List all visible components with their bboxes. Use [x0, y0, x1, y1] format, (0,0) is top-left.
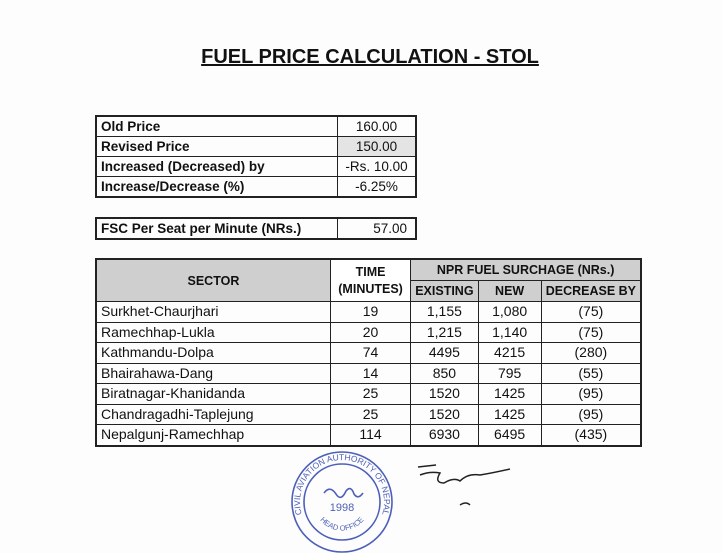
- new-cell: 1,080: [477, 301, 542, 323]
- table-row: Kathmandu-Dolpa 74 4495 4215 (280): [95, 342, 642, 364]
- existing-cell: 1520: [410, 383, 479, 405]
- price-label: Increased (Decreased) by: [95, 156, 338, 177]
- new-cell: 1425: [477, 403, 542, 425]
- existing-cell: 6930: [410, 424, 479, 446]
- time-cell: 114: [329, 424, 412, 446]
- new-cell: 4215: [477, 342, 542, 364]
- existing-cell: 1,215: [410, 321, 479, 343]
- existing-cell: 1520: [410, 403, 479, 425]
- sector-cell: Kathmandu-Dolpa: [95, 342, 331, 364]
- price-value: -Rs. 10.00: [337, 156, 417, 177]
- price-value: 160.00: [337, 115, 417, 137]
- fsc-row: FSC Per Seat per Minute (NRs.) 57.00: [95, 217, 417, 240]
- price-table: Old Price 160.00 Revised Price 150.00 Increa…: [95, 115, 417, 198]
- time-cell: 20: [329, 321, 412, 343]
- time-cell: 25: [329, 403, 412, 425]
- surcharge-table: SECTOR TIME (MINUTES) NPR FUEL SURCHAGE (…: [95, 258, 642, 447]
- table-row: Bhairahawa-Dang 14 850 795 (55): [95, 362, 642, 384]
- sector-cell: Biratnagar-Khanidanda: [95, 383, 331, 405]
- stamp-bottom-text: HEAD OFFICE: [318, 515, 365, 533]
- new-cell: 795: [477, 362, 542, 384]
- sector-cell: Nepalgunj-Ramechhap: [95, 424, 331, 446]
- new-cell: 1425: [477, 383, 542, 405]
- sector-cell: Chandragadhi-Taplejung: [95, 403, 331, 425]
- price-row: Increase/Decrease (%) -6.25%: [95, 176, 417, 198]
- decrease-cell: (280): [540, 342, 642, 364]
- price-row: Revised Price 150.00: [95, 136, 417, 157]
- sector-cell: Ramechhap-Lukla: [95, 321, 331, 343]
- table-row: Chandragadhi-Taplejung 25 1520 1425 (95): [95, 403, 642, 425]
- table-row: Surkhet-Chaurjhari 19 1,155 1,080 (75): [95, 301, 642, 323]
- new-cell: 1,140: [477, 321, 542, 343]
- header-new: NEW: [477, 280, 542, 302]
- header-time: TIME (MINUTES): [329, 258, 412, 302]
- time-cell: 25: [329, 383, 412, 405]
- price-value: 150.00: [337, 136, 417, 157]
- time-cell: 14: [329, 362, 412, 384]
- time-cell: 19: [329, 301, 412, 323]
- decrease-cell: (75): [540, 321, 642, 343]
- price-row: Old Price 160.00: [95, 115, 417, 137]
- sector-cell: Bhairahawa-Dang: [95, 362, 331, 384]
- header-surcharge-group: NPR FUEL SURCHAGE (NRs.): [410, 258, 642, 281]
- price-label: Old Price: [95, 115, 338, 137]
- table-row: Nepalgunj-Ramechhap 114 6930 6495 (435): [95, 424, 642, 446]
- price-row: Increased (Decreased) by -Rs. 10.00: [95, 156, 417, 177]
- fsc-label: FSC Per Seat per Minute (NRs.): [95, 217, 338, 240]
- decrease-cell: (95): [540, 383, 642, 405]
- header-existing: EXISTING: [410, 280, 479, 302]
- svg-text:HEAD OFFICE: HEAD OFFICE: [318, 515, 365, 533]
- decrease-cell: (435): [540, 424, 642, 446]
- decrease-cell: (95): [540, 403, 642, 425]
- price-value: -6.25%: [337, 176, 417, 198]
- table-row: Biratnagar-Khanidanda 25 1520 1425 (95): [95, 383, 642, 405]
- fsc-value: 57.00: [337, 217, 417, 240]
- sector-cell: Surkhet-Chaurjhari: [95, 301, 331, 323]
- header-decrease: DECREASE BY: [540, 280, 642, 302]
- header-sector: SECTOR: [95, 258, 331, 302]
- price-label: Increase/Decrease (%): [95, 176, 338, 198]
- time-cell: 74: [329, 342, 412, 364]
- existing-cell: 850: [410, 362, 479, 384]
- decrease-cell: (75): [540, 301, 642, 323]
- page-title: FUEL PRICE CALCULATION - STOL: [201, 46, 539, 68]
- signature: [417, 464, 511, 506]
- price-label: Revised Price: [95, 136, 338, 157]
- new-cell: 6495: [477, 424, 542, 446]
- table-row: Ramechhap-Lukla 20 1,215 1,140 (75): [95, 321, 642, 343]
- existing-cell: 4495: [410, 342, 479, 364]
- existing-cell: 1,155: [410, 301, 479, 323]
- official-stamp: CIVIL AVIATION AUTHORITY OF NEPAL 1998 H…: [291, 451, 393, 553]
- stamp-year: 1998: [330, 502, 354, 514]
- fsc-table: FSC Per Seat per Minute (NRs.) 57.00: [95, 217, 417, 240]
- decrease-cell: (55): [540, 362, 642, 384]
